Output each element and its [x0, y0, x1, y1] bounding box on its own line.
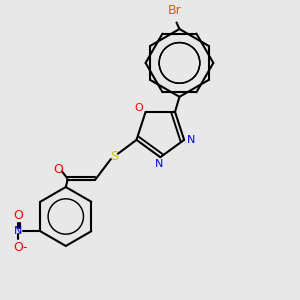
Text: O: O — [53, 163, 63, 176]
Text: N: N — [14, 226, 22, 236]
Text: S: S — [110, 150, 118, 163]
Text: O: O — [13, 209, 23, 222]
Text: N: N — [187, 135, 196, 145]
Text: N: N — [155, 159, 163, 169]
Text: -: - — [22, 241, 27, 254]
Text: O: O — [13, 241, 23, 254]
Text: O: O — [135, 103, 143, 113]
Text: Br: Br — [168, 4, 182, 17]
